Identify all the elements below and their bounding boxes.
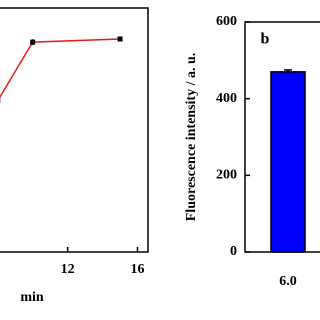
x-tick-label: 16 bbox=[131, 262, 145, 277]
data-point bbox=[117, 36, 123, 42]
x-axis-label: min bbox=[20, 290, 44, 305]
y-tick-label: 600 bbox=[216, 14, 237, 29]
y-tick-label: 400 bbox=[216, 91, 237, 106]
bar bbox=[270, 71, 306, 253]
x-tick-label: 6.0 bbox=[279, 274, 297, 289]
panel-label: b bbox=[261, 31, 270, 48]
y-axis-label: Fluorescence intensity / a. u. bbox=[184, 53, 199, 222]
data-point bbox=[30, 39, 36, 45]
plot-frame bbox=[0, 7, 149, 253]
x-tick-label: 12 bbox=[61, 262, 75, 277]
y-tick-label: 200 bbox=[216, 168, 237, 183]
data-line bbox=[0, 38, 121, 99]
y-tick-label: 0 bbox=[230, 244, 237, 259]
